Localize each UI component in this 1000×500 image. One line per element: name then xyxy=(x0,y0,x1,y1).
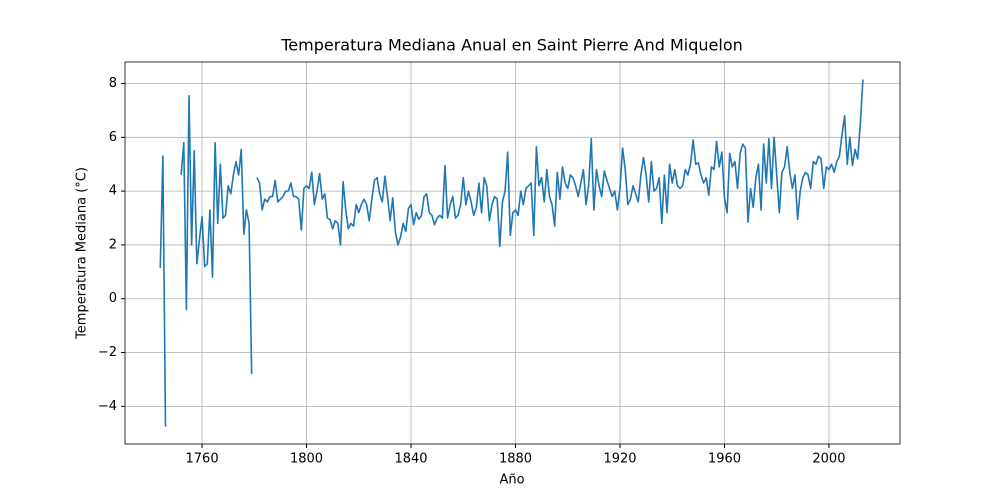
y-tick-label: 8 xyxy=(109,76,117,91)
y-axis-label: Temperatura Mediana (°C) xyxy=(75,167,90,340)
y-tick-label: 6 xyxy=(109,130,117,145)
x-tick-label: 1960 xyxy=(708,452,741,467)
chart-title: Temperatura Mediana Anual en Saint Pierr… xyxy=(280,36,743,55)
x-tick-label: 1880 xyxy=(499,452,532,467)
y-tick-label: −4 xyxy=(98,399,117,414)
y-tick-label: 4 xyxy=(109,184,117,199)
y-tick-label: 2 xyxy=(109,237,117,252)
y-tick-label: −2 xyxy=(98,345,117,360)
x-axis-label: Año xyxy=(499,473,524,488)
x-tick-label: 1800 xyxy=(290,452,323,467)
plot-frame xyxy=(124,61,901,445)
line-series xyxy=(256,79,864,248)
line-series xyxy=(159,155,167,427)
x-tick-label: 1760 xyxy=(186,452,219,467)
y-tick-label: 0 xyxy=(109,291,117,306)
x-tick-label: 1840 xyxy=(394,452,427,467)
x-tick-label: 1920 xyxy=(603,452,636,467)
line-series xyxy=(180,94,253,375)
x-tick-label: 2000 xyxy=(812,452,845,467)
